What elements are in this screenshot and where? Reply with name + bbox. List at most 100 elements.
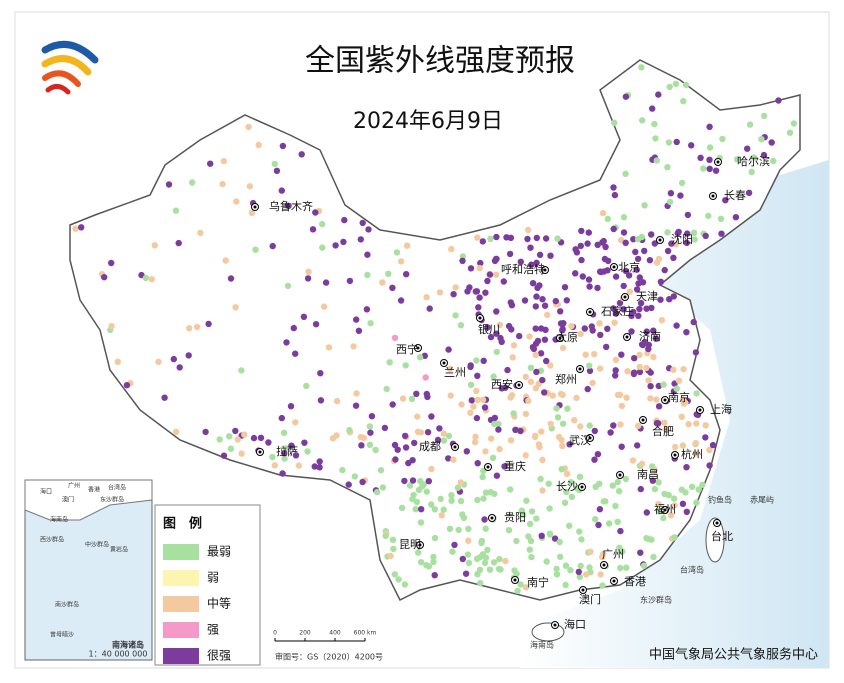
uv-dot: [447, 392, 454, 399]
uv-dot: [281, 450, 288, 457]
uv-dot: [665, 139, 673, 146]
city-dot: [698, 408, 702, 412]
city-dot: [612, 265, 616, 269]
uv-dot: [521, 297, 529, 304]
uv-dot: [440, 437, 448, 444]
legend-swatch: [163, 596, 199, 612]
uv-dot: [706, 123, 713, 130]
uv-dot: [564, 405, 571, 412]
uv-dot: [650, 553, 657, 561]
uv-dot: [672, 80, 680, 88]
uv-dot: [547, 252, 554, 259]
uv-dot: [634, 235, 642, 243]
uv-dot: [238, 450, 245, 457]
inset-label: 海口: [40, 488, 52, 496]
uv-dot: [643, 305, 650, 312]
uv-dot: [578, 256, 585, 264]
uv-dot: [216, 436, 223, 443]
uv-dot: [592, 516, 599, 523]
uv-dot: [597, 571, 604, 578]
uv-dot: [637, 485, 644, 493]
city-label: 西安: [491, 377, 513, 391]
uv-dot: [557, 390, 565, 398]
uv-dot: [470, 403, 477, 410]
uv-dot: [252, 246, 259, 253]
uv-dot: [633, 286, 641, 293]
city-label: 昆明: [399, 538, 421, 551]
uv-dot: [474, 396, 481, 403]
uv-dot: [451, 541, 458, 549]
uv-dot: [649, 477, 656, 484]
uv-dot: [591, 456, 598, 463]
uv-dot: [599, 239, 606, 246]
uv-dot: [459, 257, 466, 264]
uv-dot: [545, 480, 552, 487]
uv-dot: [609, 482, 616, 489]
uv-dot: [367, 429, 374, 436]
uv-dot: [284, 282, 292, 290]
uv-dot: [298, 151, 305, 158]
uv-dot: [616, 488, 623, 495]
uv-dot: [484, 324, 491, 331]
uv-dot: [527, 364, 535, 371]
legend-title: 图 例: [163, 516, 202, 532]
uv-dot: [535, 441, 543, 448]
uv-dot: [161, 394, 168, 401]
sea: [520, 160, 829, 668]
uv-dot: [692, 349, 700, 356]
uv-dot: [559, 420, 567, 427]
uv-dot: [476, 294, 483, 301]
uv-dot: [332, 242, 339, 249]
uv-dot: [648, 231, 655, 238]
city-label: 呼和浩特: [501, 262, 545, 276]
uv-dot: [465, 525, 472, 533]
uv-dot: [482, 525, 489, 532]
uv-dot: [479, 238, 486, 245]
uv-dot: [552, 297, 559, 305]
city-label: 广州: [602, 548, 624, 561]
uv-dot: [517, 427, 524, 435]
uv-dot: [636, 363, 643, 371]
uv-dot: [488, 435, 495, 442]
uv-dot: [634, 442, 641, 449]
uv-dot: [431, 534, 439, 542]
uv-dot: [746, 121, 754, 128]
uv-dot: [510, 342, 518, 349]
uv-dot: [542, 326, 549, 333]
uv-dot: [516, 332, 523, 340]
uv-dot: [557, 308, 564, 315]
uv-dot: [547, 362, 554, 369]
uv-dot: [390, 545, 397, 553]
uv-dot: [312, 321, 320, 328]
uv-dot: [176, 364, 183, 371]
uv-dot: [528, 553, 535, 561]
city-label: 合肥: [652, 424, 674, 438]
uv-dot: [255, 141, 262, 149]
city-dot: [486, 465, 490, 469]
uv-dot: [584, 240, 591, 247]
uv-dot: [652, 335, 660, 342]
uv-dot: [528, 508, 536, 515]
uv-dot: [78, 224, 85, 231]
uv-dot: [585, 229, 592, 236]
uv-dot: [673, 322, 680, 329]
uv-dot: [480, 357, 487, 364]
uv-dot: [495, 426, 502, 433]
uv-dot: [489, 454, 497, 461]
uv-dot: [576, 528, 583, 535]
uv-dot: [304, 448, 311, 455]
uv-dot: [389, 284, 396, 291]
uv-dot: [467, 265, 475, 272]
uv-dot: [655, 479, 662, 486]
uv-dot: [457, 322, 465, 329]
uv-dot: [682, 489, 689, 496]
uv-dot: [279, 142, 287, 150]
uv-dot: [605, 520, 613, 527]
uv-dot: [542, 235, 550, 242]
uv-dot: [403, 242, 411, 249]
city-dot: [578, 367, 582, 371]
uv-dot: [389, 401, 396, 408]
uv-dot: [770, 157, 777, 165]
city-dot: [715, 521, 719, 525]
uv-dot: [712, 167, 720, 174]
